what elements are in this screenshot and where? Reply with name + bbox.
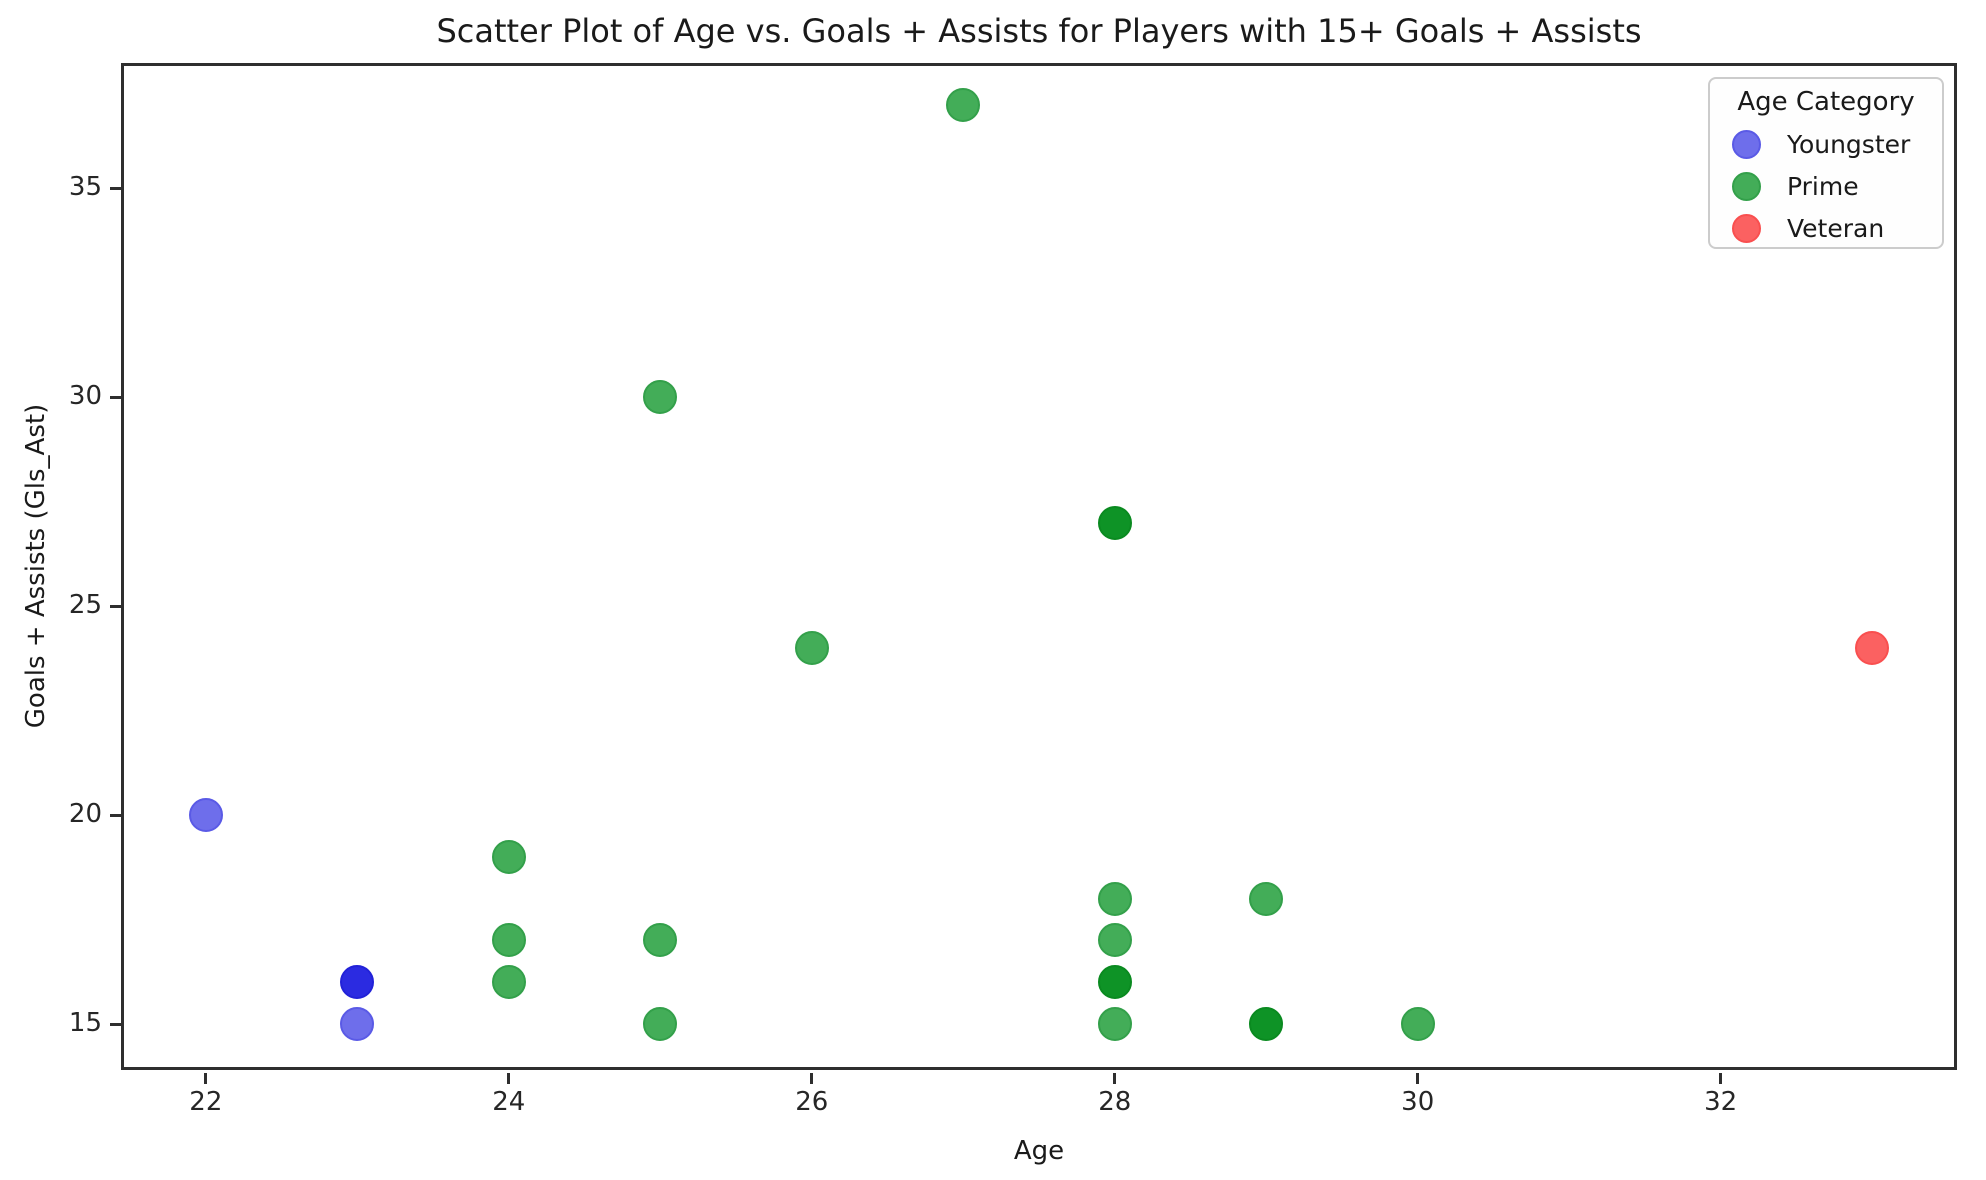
y-tick-label: 20 [68, 799, 102, 830]
y-tick [110, 1022, 121, 1026]
scatter-point [1855, 630, 1890, 665]
x-tick [1113, 1073, 1117, 1084]
scatter-point [643, 923, 678, 958]
scatter-point [1097, 923, 1132, 958]
x-tick [810, 1073, 814, 1084]
x-tick-label: 30 [1401, 1087, 1435, 1117]
y-axis-label: Goals + Assists (Gls_Ast) [21, 403, 51, 729]
scatter-point [491, 923, 526, 958]
scatter-point [1249, 1007, 1284, 1042]
y-tick [110, 186, 121, 190]
y-tick [110, 604, 121, 608]
x-tick-label: 26 [795, 1087, 829, 1117]
scatter-point [1400, 1007, 1435, 1042]
scatter-point [1097, 1007, 1132, 1042]
scatter-point [1097, 881, 1132, 916]
x-axis-label: Age [1013, 1136, 1065, 1166]
legend-items: Youngster Prime Veteran [1710, 123, 1942, 249]
y-tick-label: 30 [68, 381, 102, 412]
legend-item-label: Youngster [1787, 129, 1911, 159]
legend-title: Age Category [1737, 87, 1915, 117]
x-tick [507, 1073, 511, 1084]
x-tick [1719, 1073, 1723, 1084]
y-tick-label: 35 [68, 172, 102, 203]
scatter-point [340, 1007, 375, 1042]
scatter-point [491, 965, 526, 1000]
scatter-point [188, 798, 223, 833]
y-tick [110, 395, 121, 399]
x-tick-label: 28 [1098, 1087, 1132, 1117]
plot-area [121, 63, 1957, 1070]
x-tick [204, 1073, 208, 1084]
legend-marker-veteran-icon [1732, 213, 1761, 243]
x-tick [1416, 1073, 1420, 1084]
scatter-point [643, 1007, 678, 1042]
legend-item-label: Veteran [1787, 213, 1885, 243]
x-tick-label: 24 [492, 1087, 526, 1117]
scatter-point [1097, 965, 1132, 1000]
scatter-point [946, 87, 981, 122]
legend-item-label: Prime [1787, 171, 1859, 201]
scatter-point [643, 380, 678, 415]
scatter-point [491, 839, 526, 874]
y-tick [110, 813, 121, 817]
chart-title: Scatter Plot of Age vs. Goals + Assists … [436, 12, 1642, 50]
legend-marker-prime-icon [1732, 171, 1761, 201]
legend-item: Prime [1710, 165, 1942, 207]
legend-item: Youngster [1710, 123, 1942, 165]
scatter-point [340, 965, 375, 1000]
scatter-point [1249, 881, 1284, 916]
x-tick-label: 22 [189, 1087, 223, 1117]
x-tick-label: 32 [1704, 1087, 1738, 1117]
y-tick-label: 25 [68, 590, 102, 621]
scatter-point [794, 630, 829, 665]
scatter-point [1097, 505, 1132, 540]
y-tick-label: 15 [68, 1008, 102, 1039]
legend-marker-youngster-icon [1732, 129, 1761, 159]
legend-item: Veteran [1710, 207, 1942, 249]
legend: Age Category Youngster Prime Veteran [1708, 77, 1944, 249]
